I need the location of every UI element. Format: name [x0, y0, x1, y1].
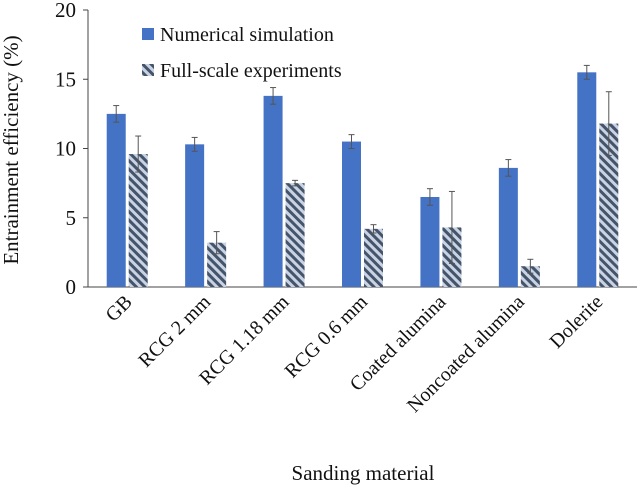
legend-swatch-full-scale-experiments [142, 64, 154, 76]
error-bar [527, 258, 534, 274]
bar-full-scale-experiments [364, 228, 383, 287]
y-axis-title: Entrainment efficiency (%) [0, 35, 23, 264]
legend: Numerical simulation Full-scale experime… [142, 24, 342, 82]
error-bar [191, 136, 198, 152]
bar-numerical-simulation [106, 113, 126, 287]
bar-full-scale-experiments [128, 154, 148, 287]
y-tick-label: 20 [55, 0, 76, 22]
y-ticks: 0 5 10 15 20 [55, 0, 88, 299]
error-bar [135, 135, 142, 173]
category-label: Dolerite [545, 291, 607, 353]
category-label: GB [102, 291, 137, 326]
error-bar [505, 159, 512, 177]
bar-numerical-simulation [342, 141, 361, 287]
bar-numerical-simulation [263, 95, 283, 288]
bar-numerical-simulation [185, 144, 205, 287]
error-bar [270, 87, 277, 105]
bar-numerical-simulation [577, 72, 597, 287]
error-bar [113, 105, 120, 123]
error-bar [583, 64, 590, 80]
error-bar [448, 190, 455, 264]
y-tick-label: 5 [66, 206, 77, 230]
legend-swatch-numerical-simulation [142, 28, 154, 40]
bar-numerical-simulation [498, 167, 518, 287]
bar-full-scale-experiments [599, 123, 619, 287]
category-label: RCG 2 mm [134, 291, 215, 372]
bar-full-scale-experiments [207, 242, 227, 287]
bar-numerical-simulation [420, 196, 440, 287]
legend-label-numerical-simulation: Numerical simulation [160, 24, 334, 46]
error-bar [426, 188, 433, 206]
bar-full-scale-experiments [285, 183, 305, 287]
y-tick-label: 15 [55, 67, 76, 91]
bars [106, 64, 619, 288]
bar-full-scale-experiments [520, 266, 540, 287]
legend-label-full-scale-experiments: Full-scale experiments [160, 60, 342, 82]
error-bar [292, 179, 299, 187]
y-tick-label: 0 [66, 275, 77, 299]
error-bar [370, 224, 377, 234]
error-bar [348, 134, 355, 149]
x-axis-title: Sanding material [292, 461, 435, 485]
error-bar [213, 231, 220, 255]
error-bar [605, 91, 612, 156]
y-tick-label: 10 [55, 137, 76, 161]
